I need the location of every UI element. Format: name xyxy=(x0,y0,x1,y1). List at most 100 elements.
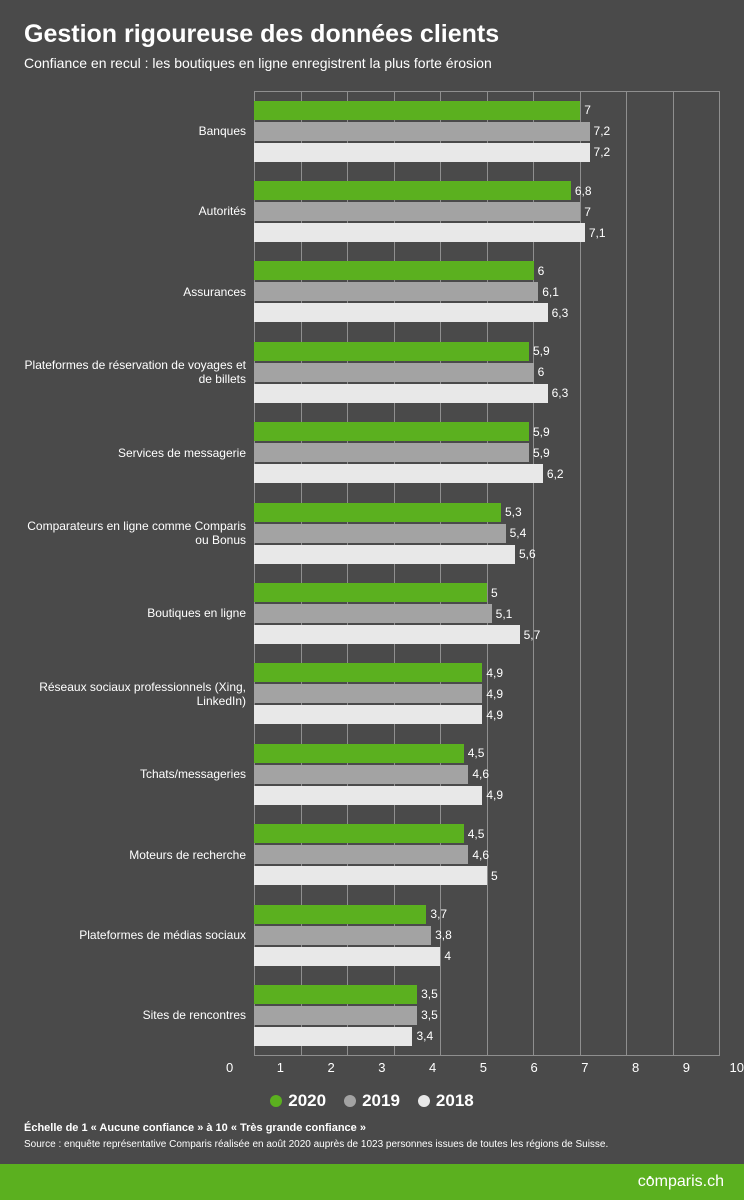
brand-logo: comparis.ch xyxy=(638,1173,724,1191)
legend: 2020 2019 2018 xyxy=(0,1085,744,1121)
bar xyxy=(254,926,431,945)
x-tick: 4 xyxy=(429,1060,484,1075)
legend-item-2018: 2018 xyxy=(418,1091,474,1111)
bar xyxy=(254,545,515,564)
chart-header: Gestion rigoureuse des données clients C… xyxy=(0,0,744,83)
bar-value: 6,3 xyxy=(552,386,569,400)
bar-value: 4 xyxy=(444,949,451,963)
bar-group: 3,73,84 xyxy=(254,895,720,975)
bar-group: 5,35,45,6 xyxy=(254,493,720,573)
category-label: Tchats/messageries xyxy=(24,767,254,781)
brand-bar: comparis.ch xyxy=(0,1164,744,1200)
bar xyxy=(254,744,464,763)
legend-label: 2019 xyxy=(362,1091,400,1111)
category-label: Plateformes de médias sociaux xyxy=(24,928,254,942)
bar-value: 7 xyxy=(584,205,591,219)
bar xyxy=(254,181,571,200)
bar xyxy=(254,101,580,120)
category-labels-column: Banques Autorités Assurances Plateformes de… xyxy=(24,91,254,1056)
bar xyxy=(254,1027,412,1046)
legend-item-2020: 2020 xyxy=(270,1091,326,1111)
bar xyxy=(254,905,426,924)
bar-value: 7,2 xyxy=(594,145,611,159)
bar xyxy=(254,824,464,843)
bar-value: 3,4 xyxy=(416,1029,433,1043)
bar xyxy=(254,122,590,141)
x-tick: 1 xyxy=(277,1060,332,1075)
bar xyxy=(254,866,487,885)
bar xyxy=(254,1006,417,1025)
category-label: Réseaux sociaux professionnels (Xing, Li… xyxy=(24,680,254,709)
bar-group: 4,9 4,9 4,9 xyxy=(254,654,720,734)
category-label: Plateformes de réservation de voyages et… xyxy=(24,358,254,387)
bar xyxy=(254,202,580,221)
bar-value: 5,9 xyxy=(533,425,550,439)
bar-group: 5,966,3 xyxy=(254,332,720,412)
bar-group: 6,877,1 xyxy=(254,171,720,251)
bars-column: 77,27,26,877,166,16,35,966,35,95,96,25,3… xyxy=(254,91,720,1056)
bar-value: 4,5 xyxy=(468,827,485,841)
bar-value: 4,6 xyxy=(472,848,489,862)
bar xyxy=(254,604,492,623)
category-label: Comparateurs en ligne comme Comparis ou … xyxy=(24,519,254,548)
source-note: Source : enquête représentative Comparis… xyxy=(24,1138,720,1152)
category-label: Moteurs de recherche xyxy=(24,848,254,862)
bar-group: 4,54,64,9 xyxy=(254,734,720,814)
footer-notes: Échelle de 1 « Aucune confiance » à 10 «… xyxy=(0,1121,744,1164)
bar xyxy=(254,625,520,644)
bar-group: 77,27,2 xyxy=(254,91,720,171)
bar-value: 6,2 xyxy=(547,467,564,481)
bar xyxy=(254,684,482,703)
category-label: Services de messagerie xyxy=(24,446,254,460)
bar xyxy=(254,583,487,602)
bar-group: 55,15,7 xyxy=(254,573,720,653)
bar-value: 5,9 xyxy=(533,446,550,460)
x-tick: 10 xyxy=(730,1060,744,1075)
bar xyxy=(254,363,534,382)
category-label: Autorités xyxy=(24,204,254,218)
legend-dot-icon xyxy=(270,1095,282,1107)
bar-value: 4,9 xyxy=(486,788,503,802)
bar-value: 4,9 xyxy=(486,687,503,701)
bar-value: 6,3 xyxy=(552,306,569,320)
bar xyxy=(254,384,548,403)
x-tick: 0 xyxy=(226,1060,281,1075)
bar-value: 5 xyxy=(491,869,498,883)
bar xyxy=(254,845,468,864)
x-tick: 2 xyxy=(328,1060,383,1075)
category-label: Sites de rencontres xyxy=(24,1008,254,1022)
bar xyxy=(254,503,501,522)
bar xyxy=(254,786,482,805)
bar-value: 5,9 xyxy=(533,344,550,358)
bar xyxy=(254,663,482,682)
category-label: Boutiques en ligne xyxy=(24,606,254,620)
legend-item-2019: 2019 xyxy=(344,1091,400,1111)
bar-value: 4,5 xyxy=(468,746,485,760)
bar-value: 6 xyxy=(538,264,545,278)
category-label: Assurances xyxy=(24,285,254,299)
bar-value: 4,9 xyxy=(486,708,503,722)
x-tick: 7 xyxy=(581,1060,636,1075)
bar-value: 5,6 xyxy=(519,547,536,561)
bar xyxy=(254,443,529,462)
bar-value: 6,1 xyxy=(542,285,559,299)
bar xyxy=(254,464,543,483)
x-tick: 6 xyxy=(531,1060,586,1075)
bar xyxy=(254,342,529,361)
legend-label: 2018 xyxy=(436,1091,474,1111)
bar-value: 7,1 xyxy=(589,226,606,240)
bar-group: 4,5 4,65 xyxy=(254,815,720,895)
bar-value: 7,2 xyxy=(594,124,611,138)
bar xyxy=(254,223,585,242)
bar-value: 4,9 xyxy=(486,666,503,680)
x-axis: 012345678910 xyxy=(230,1056,744,1085)
bar-group: 5,9 5,9 6,2 xyxy=(254,413,720,493)
scale-note: Échelle de 1 « Aucune confiance » à 10 «… xyxy=(24,1121,720,1136)
x-tick: 5 xyxy=(480,1060,535,1075)
bar-value: 5 xyxy=(491,586,498,600)
bar xyxy=(254,985,417,1004)
x-tick: 3 xyxy=(378,1060,433,1075)
category-label: Banques xyxy=(24,124,254,138)
bar-value: 3,5 xyxy=(421,987,438,1001)
bar-value: 5,3 xyxy=(505,505,522,519)
